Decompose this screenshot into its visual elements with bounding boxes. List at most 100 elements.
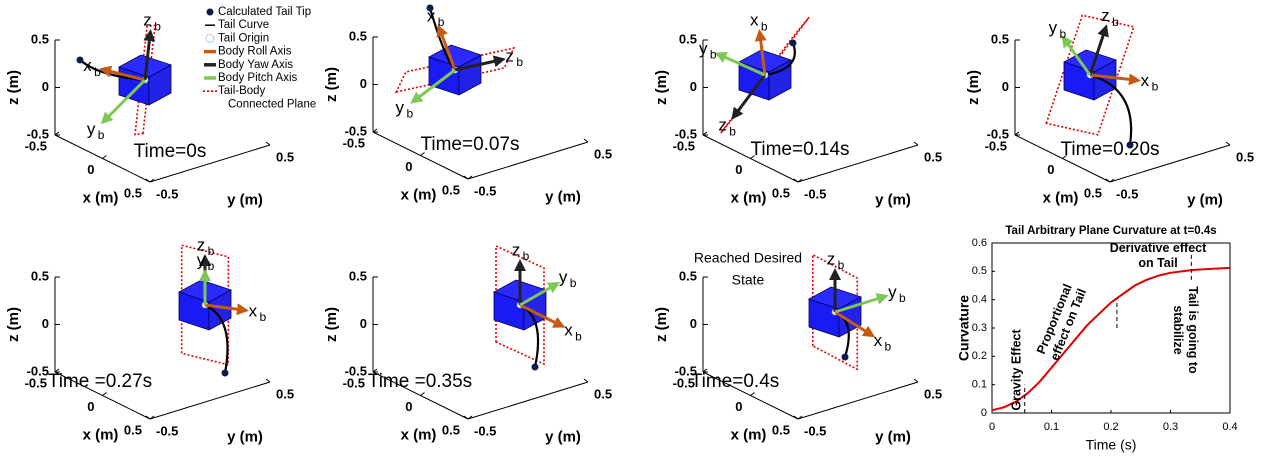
body-axis-label: x	[874, 331, 883, 350]
y-tick-label: 0.6	[972, 237, 987, 249]
figure: -0.5 0 0.5 -0.5 0 0.5 -0.5 0.5 z (m) x (m) y (m) Ti…	[0, 0, 1271, 458]
y-tick-label: 0.1	[972, 379, 987, 391]
y-axis-label: y (m)	[545, 428, 581, 445]
y-tick-label: 0.2	[972, 350, 987, 362]
x-tick-label: 0	[405, 159, 412, 174]
x-tick-label: 0.1	[1044, 421, 1059, 433]
x-tick-label: -0.5	[343, 135, 365, 150]
legend-label: Calculated Tail Tip	[218, 6, 311, 18]
body-axis-sub: b	[570, 276, 577, 290]
body-axis-label: x	[249, 301, 258, 320]
panel-title: Time=0.14s	[750, 139, 849, 160]
panel-title: Time =0.27s	[48, 371, 152, 392]
y-tick-label: 0.5	[924, 386, 942, 401]
x-tick-label: 0	[87, 162, 94, 177]
y-tick	[584, 139, 588, 142]
y-tick	[1226, 142, 1230, 145]
y-tick-label: 0.5	[1236, 149, 1254, 164]
body-axis-sub: b	[899, 291, 906, 305]
z-tick-label: 0	[690, 79, 697, 94]
x-tick-label: -0.5	[25, 375, 47, 390]
body-axis-label: z	[505, 46, 514, 65]
z-axis-label: z (m)	[653, 307, 670, 342]
body-axis-label: x	[427, 6, 436, 25]
body-axis-sub: b	[885, 340, 892, 354]
y-tick	[266, 142, 270, 145]
body-axis-sub: b	[761, 19, 768, 33]
body-axis-label: z	[718, 116, 727, 135]
x-tick-label: 0.2	[1103, 421, 1118, 433]
y-tick-label: -0.5	[804, 423, 826, 438]
z-axis-label: z (m)	[965, 70, 982, 105]
x-tick-label: 0	[735, 399, 742, 414]
legend-label: Tail-Body	[218, 85, 266, 97]
y-axis-label: Curvature	[956, 295, 972, 361]
z-tick-label: 0	[690, 316, 697, 331]
y-tick	[584, 379, 588, 382]
body-axis-sub: b	[1112, 15, 1119, 29]
tail-tip	[222, 370, 229, 377]
z-tick-label: 0	[360, 76, 367, 91]
body-axis-label: y	[396, 98, 405, 117]
annotation: Reached Desired	[694, 250, 802, 266]
body-axis-label: z	[1101, 6, 1110, 25]
x-tick	[103, 156, 107, 159]
z-axis-label: z (m)	[653, 70, 670, 105]
z-tick-label: 0.5	[349, 268, 367, 283]
y-tick-label: -0.5	[156, 423, 178, 438]
annotation: Gravity Effect	[1009, 329, 1023, 411]
x-tick-label: -0.5	[673, 138, 695, 153]
body-axis-label: x	[1141, 71, 1150, 90]
annotation: State	[732, 272, 765, 288]
y-axis	[468, 382, 588, 419]
x-axis-label: x (m)	[1043, 189, 1079, 206]
z-axis-label: z (m)	[5, 70, 22, 105]
x-tick-label: -0.5	[985, 138, 1007, 153]
x-tick	[421, 393, 425, 396]
annotation: stabilize	[1171, 305, 1185, 354]
tail-tip	[532, 364, 539, 371]
x-tick-label: 0	[989, 421, 995, 433]
chart-title: Tail Arbitrary Plane Curvature at t=0.4s	[1005, 225, 1216, 237]
y-axis-label: y (m)	[227, 428, 263, 445]
body-axis-sub: b	[838, 258, 845, 272]
annotation: Tail is going to	[1186, 286, 1200, 374]
z-tick-label: 0	[360, 316, 367, 331]
y-axis-label: y (m)	[227, 191, 263, 208]
body-axis-label: z	[827, 249, 836, 268]
x-axis-label: x (m)	[731, 426, 767, 443]
z-axis-label: z (m)	[5, 307, 22, 342]
y-axis-label: y (m)	[875, 191, 911, 208]
z-axis-label: z (m)	[323, 67, 340, 102]
x-tick-label: 0	[1047, 162, 1054, 177]
y-tick-label: -0.5	[474, 183, 496, 198]
body-axis-label: x	[83, 56, 92, 75]
body-axis-sub: b	[729, 124, 736, 138]
z-tick-label: 0.5	[991, 31, 1009, 46]
z-tick-label: 0	[1002, 79, 1009, 94]
panel-title: Time=0.4s	[691, 371, 780, 392]
y-tick-label: 0.4	[972, 294, 987, 306]
body-axis-label: y	[888, 282, 897, 301]
legend-label: Tail Curve	[218, 19, 269, 31]
tail-tip	[790, 40, 797, 47]
body-axis-sub: b	[406, 107, 413, 121]
z-tick-label: 0.5	[679, 31, 697, 46]
x-tick-label: 0.5	[442, 182, 460, 197]
y-tick	[914, 379, 918, 382]
x-tick-label: 0.5	[124, 185, 142, 200]
x-axis-label: Time (s)	[1086, 437, 1137, 453]
legend-label: Connected Plane	[228, 98, 316, 110]
z-tick-label: 0	[42, 79, 49, 94]
legend-label: Body Roll Axis	[218, 46, 292, 58]
x-tick-label: 0.5	[772, 185, 790, 200]
body-axis-sub: b	[438, 15, 445, 29]
y-tick	[914, 142, 918, 145]
x-axis-label: x (m)	[401, 426, 437, 443]
legend-label: Body Pitch Axis	[218, 72, 298, 84]
y-tick	[266, 379, 270, 382]
tail-tip	[842, 354, 849, 361]
x-tick	[751, 393, 755, 396]
y-axis	[798, 382, 918, 419]
body-axis-label: y	[87, 119, 96, 138]
